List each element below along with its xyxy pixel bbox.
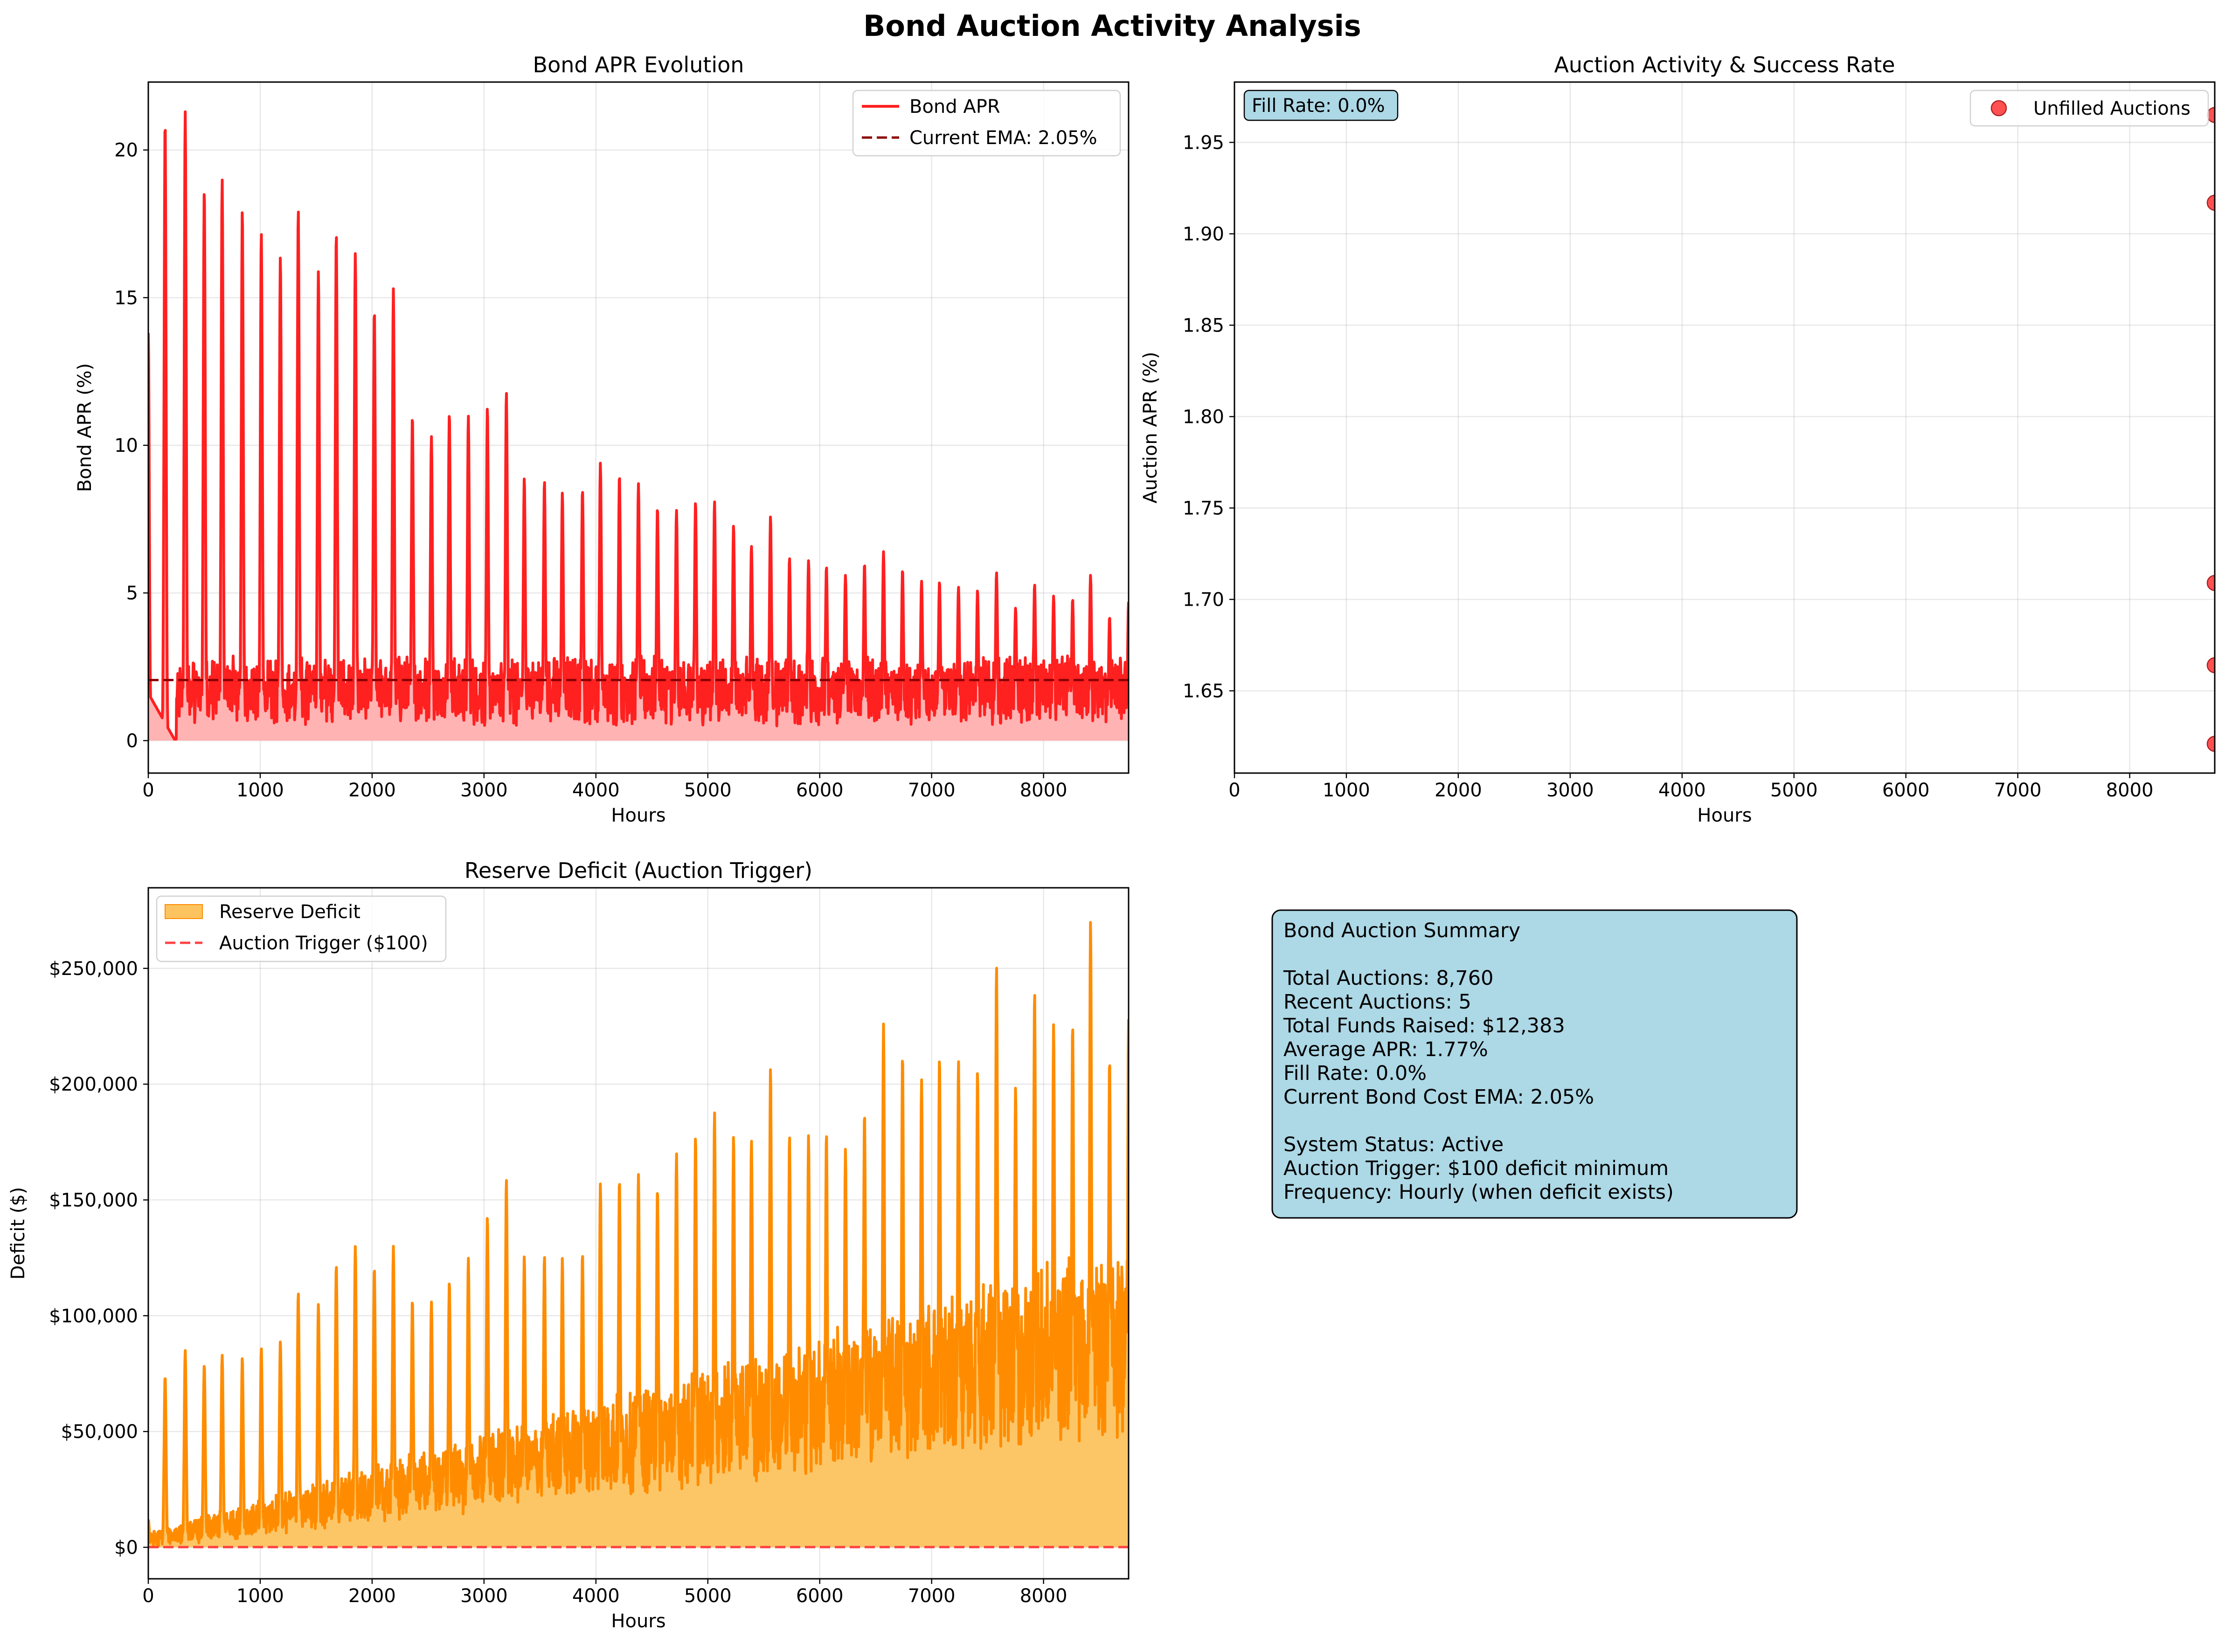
plot-area [2206,107,2215,752]
x-tick-label: 5000 [684,780,732,801]
x-tick-label: 3000 [460,780,508,801]
x-axis-label: Hours [611,805,665,826]
x-tick-label: 8000 [1020,1585,1067,1607]
x-tick-label: 7000 [908,1585,956,1607]
scatter-point-unfilled [2206,194,2215,211]
y-tick-label: $200,000 [49,1074,138,1095]
y-tick-label: 10 [114,435,138,456]
x-tick-label: 0 [1228,780,1240,801]
legend-frame [156,895,447,962]
y-tick-label: $100,000 [49,1306,138,1327]
y-tick-label: 0 [126,730,138,752]
x-tick-label: 1000 [1323,780,1370,801]
summary-line: System Status: Active [1283,1133,1504,1156]
legend-frame [1969,90,2209,127]
y-axis-label: Auction APR (%) [1140,352,1161,503]
x-tick-label: 4000 [1658,780,1706,801]
summary-line: Recent Auctions: 5 [1283,990,1471,1014]
scatter-point-unfilled [2206,657,2215,673]
x-tick-label: 1000 [236,1585,284,1607]
y-tick-label: 1.75 [1183,498,1224,519]
x-tick-label: 8000 [1020,780,1067,801]
x-tick-label: 2000 [1435,780,1482,801]
legend-label-ema: Current EMA: 2.05% [909,127,1097,149]
x-tick-label: 5000 [1770,780,1818,801]
fill-rate-annotation-box [1243,90,1399,121]
x-tick-label: 1000 [236,780,284,801]
figure-title: Bond Auction Activity Analysis [863,9,1361,43]
x-tick-label: 6000 [796,1585,844,1607]
series-line-bond-apr [148,110,1129,741]
plot-area [148,110,1129,741]
x-tick-label: 2000 [348,1585,396,1607]
y-axis-label: Bond APR (%) [74,363,96,492]
chart-bond-apr: 0 1000 2000 3000 4000 5000 6000 7000 8000 0 5 10 15 2… [74,52,1130,826]
x-tick-label: 5000 [684,1585,732,1607]
chart-title: Reserve Deficit (Auction Trigger) [464,858,812,883]
legend-label-bond-apr: Bond APR [909,96,1000,118]
chart-title: Bond APR Evolution [533,52,744,77]
summary-line: Current Bond Cost EMA: 2.05% [1283,1085,1594,1109]
x-tick-label: 8000 [2106,780,2154,801]
scatter-point-unfilled [2206,736,2215,752]
fill-rate-annotation: Fill Rate: 0.0% [1252,95,1385,117]
summary-line: Total Funds Raised: $12,383 [1283,1014,1565,1037]
scatter-point-unfilled [2206,575,2215,591]
axes-frame [147,81,1130,774]
y-tick-label: 5 [126,583,138,604]
y-tick-label: 1.70 [1183,589,1224,611]
y-tick-label: 1.95 [1183,132,1224,153]
summary-line: Bond Auction Summary [1283,919,1520,942]
y-tick-label: 1.80 [1183,406,1224,428]
x-tick-label: 0 [142,1585,154,1607]
summary-box-frame [1271,909,1798,1219]
y-axis-label: Deficit ($) [7,1187,29,1280]
x-tick-label: 4000 [572,780,620,801]
y-tick-label: 1.65 [1183,681,1224,702]
x-tick-label: 7000 [908,780,956,801]
summary-box: Bond Auction Summary Total Auctions: 8,76… [1271,909,1798,1219]
x-tick-label: 0 [142,780,154,801]
x-tick-label: 6000 [796,780,844,801]
summary-line: Auction Trigger: $100 deficit minimum [1283,1157,1669,1180]
summary-line: Frequency: Hourly (when deficit exists) [1283,1181,1674,1204]
x-axis-label: Hours [1697,805,1752,826]
y-tick-label: 20 [114,140,138,161]
summary-line: Average APR: 1.77% [1283,1038,1488,1061]
axes-frame [1234,81,2216,774]
legend-swatch-reserve-deficit [165,904,203,919]
x-axis-label: Hours [611,1611,665,1632]
legend: Bond APR Current EMA: 2.05% [852,90,1121,157]
x-tick-label: 3000 [1546,780,1594,801]
plot-area [148,921,1129,1548]
chart-auction-activity: 0 1000 2000 3000 4000 5000 6000 7000 8000 1.65 1.7… [1140,52,2216,826]
x-tick-label: 4000 [572,1585,620,1607]
x-tick-label: 6000 [1882,780,1930,801]
legend: Unfilled Auctions [1969,90,2209,127]
y-tick-label: $250,000 [49,958,138,980]
y-tick-label: $50,000 [61,1421,138,1443]
chart-reserve-deficit: 0 1000 2000 3000 4000 5000 6000 7000 8000 $0 $50,0… [7,858,1130,1632]
x-tick-label: 2000 [348,780,396,801]
legend-frame [852,90,1121,157]
x-tick-label: 7000 [1994,780,2042,801]
summary-line: Total Auctions: 8,760 [1283,967,1493,990]
chart-title: Auction Activity & Success Rate [1554,52,1895,77]
legend-label-auction-trigger: Auction Trigger ($100) [219,933,428,954]
y-tick-label: 1.85 [1183,315,1224,336]
y-tick-label: 15 [114,287,138,309]
y-tick-label: $0 [114,1537,138,1558]
x-tick-label: 3000 [460,1585,508,1607]
series-line-reserve-deficit [148,921,1129,1548]
summary-line: Fill Rate: 0.0% [1283,1062,1427,1085]
y-tick-label: $150,000 [49,1189,138,1211]
legend: Reserve Deficit Auction Trigger ($100) [156,895,447,962]
legend-label-unfilled: Unfilled Auctions [2033,98,2190,119]
y-tick-label: 1.90 [1183,223,1224,245]
legend-swatch-unfilled [1990,100,2007,117]
axes-frame [147,887,1130,1580]
legend-label-reserve-deficit: Reserve Deficit [219,901,360,923]
